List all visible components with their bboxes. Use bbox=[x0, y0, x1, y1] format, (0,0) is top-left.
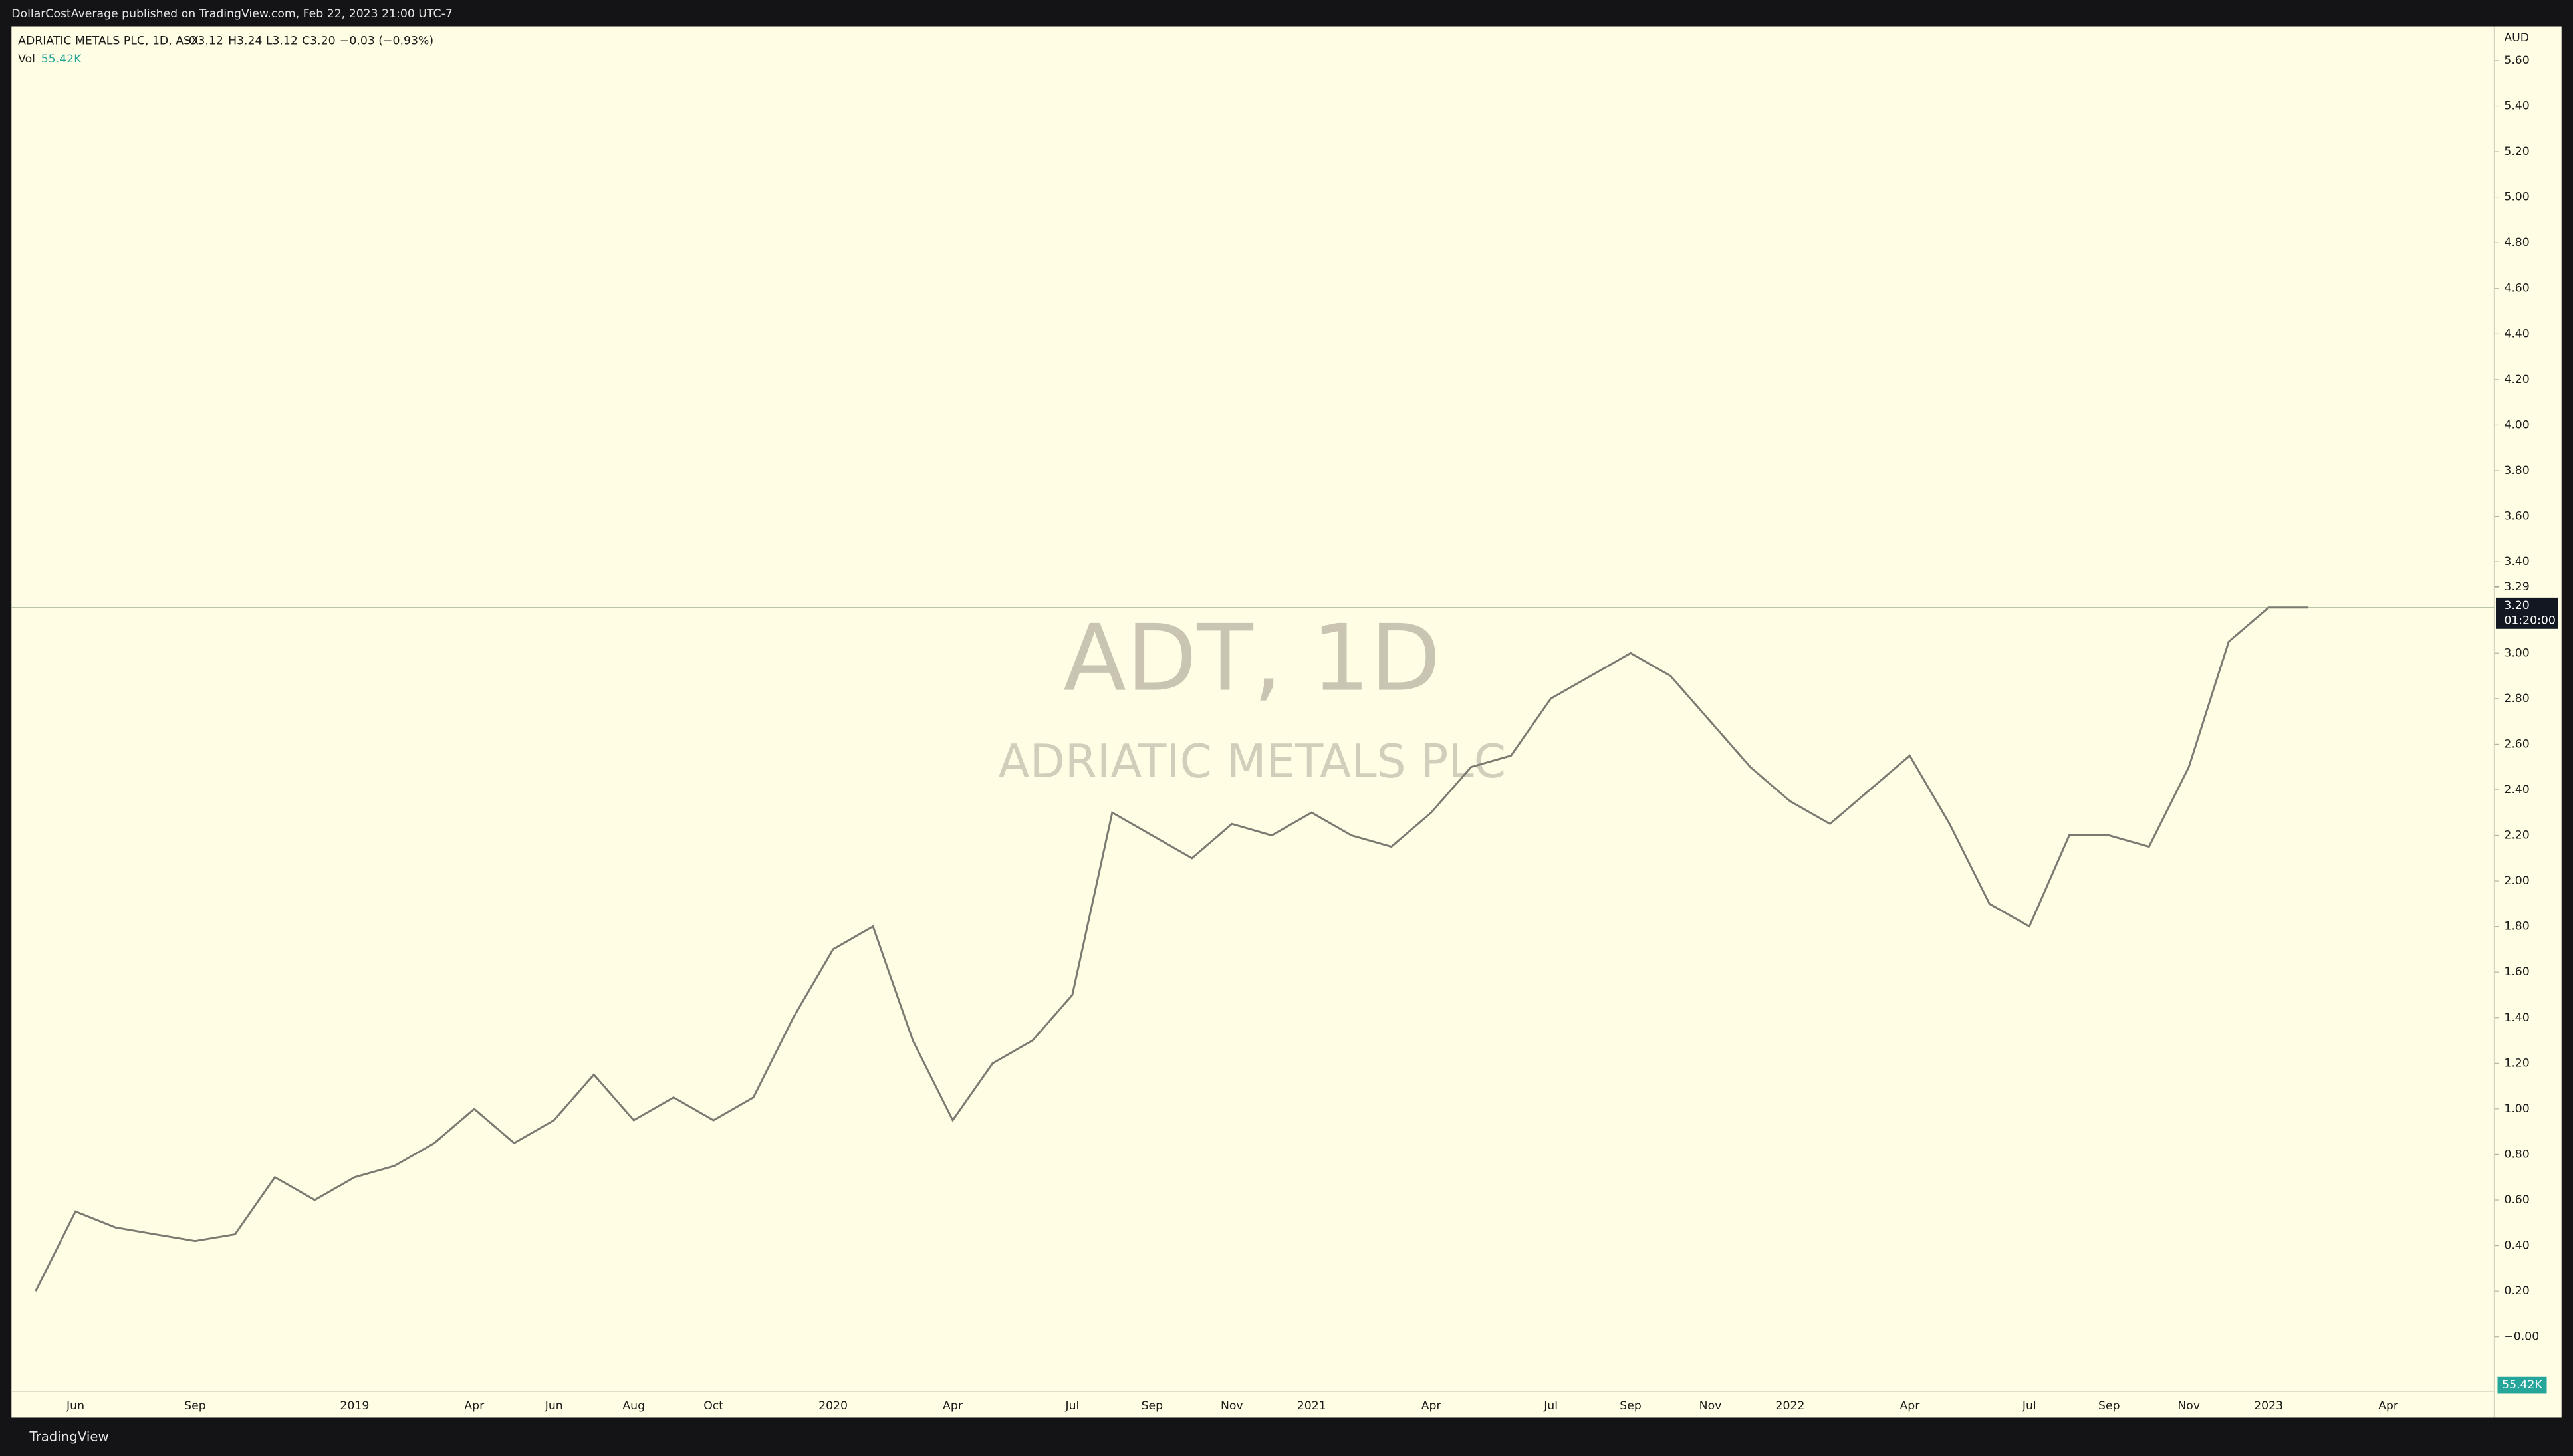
y-tick-label: 2.40 bbox=[2504, 783, 2529, 796]
y-tick-label: 3.40 bbox=[2504, 555, 2529, 568]
y-tick-label: 0.60 bbox=[2504, 1193, 2529, 1207]
x-tick-label: 2021 bbox=[1297, 1399, 1326, 1413]
y-tick-label: 1.20 bbox=[2504, 1056, 2529, 1070]
x-tick-label: 2022 bbox=[1775, 1399, 1804, 1413]
legend-close: C3.20 bbox=[302, 35, 336, 48]
x-tick-label: Aug bbox=[622, 1399, 645, 1413]
y-tick-label: 3.80 bbox=[2504, 464, 2529, 477]
volume-axis-badge bbox=[2497, 1376, 2547, 1394]
x-tick-label: Apr bbox=[943, 1399, 963, 1413]
x-tick-label: Jun bbox=[545, 1399, 563, 1413]
y-tick-label: 4.60 bbox=[2504, 282, 2529, 295]
x-tick-label: Apr bbox=[1899, 1399, 1920, 1413]
marker-price-label: 3.29 bbox=[2504, 580, 2529, 594]
watermark-title: ADT, 1D bbox=[1063, 605, 1441, 712]
x-tick-label: Jul bbox=[2022, 1399, 2036, 1413]
legend-open: O3.12 bbox=[189, 35, 223, 48]
volume-value: 55.42K bbox=[41, 53, 82, 66]
y-tick-label: 2.00 bbox=[2504, 874, 2529, 888]
footer-brand: TradingView bbox=[29, 1429, 108, 1445]
price-line bbox=[35, 606, 2309, 1292]
x-tick-label: Sep bbox=[1142, 1399, 1164, 1413]
x-tick-label: Nov bbox=[1699, 1399, 1722, 1413]
chart-background bbox=[11, 26, 2562, 1418]
legend-symbol: ADRIATIC METALS PLC, 1D, ASX bbox=[18, 35, 199, 48]
volume-label: Vol bbox=[18, 53, 35, 66]
y-tick-label: 1.80 bbox=[2504, 920, 2529, 933]
y-tick-label: 1.60 bbox=[2504, 965, 2529, 979]
x-tick-label: Sep bbox=[1620, 1399, 1642, 1413]
x-tick-label: 2020 bbox=[818, 1399, 848, 1413]
y-tick-label: 1.40 bbox=[2504, 1011, 2529, 1025]
y-tick-label: 4.00 bbox=[2504, 418, 2529, 431]
x-tick-label: Apr bbox=[464, 1399, 485, 1413]
x-tick-label: Jul bbox=[1064, 1399, 1079, 1413]
x-tick-label: Nov bbox=[1221, 1399, 1243, 1413]
watermark-subtitle: ADRIATIC METALS PLC bbox=[998, 735, 1506, 789]
x-tick-label: 2023 bbox=[2254, 1399, 2283, 1413]
x-tick-label: Apr bbox=[2378, 1399, 2399, 1413]
y-tick-label: 2.20 bbox=[2504, 829, 2529, 842]
x-tick-label: Nov bbox=[2177, 1399, 2200, 1413]
y-tick-label: 5.60 bbox=[2504, 54, 2529, 67]
legend-change: −0.03 (−0.93%) bbox=[340, 35, 433, 48]
y-tick-label: 2.80 bbox=[2504, 692, 2529, 705]
y-tick-label: 3.60 bbox=[2504, 510, 2529, 523]
x-tick-label: Oct bbox=[703, 1399, 723, 1413]
y-tick-label: 1.00 bbox=[2504, 1102, 2529, 1116]
y-tick-label: 0.20 bbox=[2504, 1284, 2529, 1298]
x-tick-label: 2019 bbox=[340, 1399, 369, 1413]
last-price-badge bbox=[2495, 597, 2558, 629]
y-tick-label: 5.00 bbox=[2504, 191, 2529, 204]
y-tick-label: 3.00 bbox=[2504, 646, 2529, 660]
x-tick-label: Jun bbox=[66, 1399, 84, 1413]
x-tick-label: Jul bbox=[1543, 1399, 1558, 1413]
x-tick-label: Apr bbox=[1421, 1399, 1442, 1413]
volume-axis-value: 55.42K bbox=[2502, 1378, 2542, 1392]
y-tick-label: 4.20 bbox=[2504, 373, 2529, 386]
y-tick-label: 0.40 bbox=[2504, 1239, 2529, 1253]
y-tick-label: 4.80 bbox=[2504, 236, 2529, 249]
y-tick-label: 5.40 bbox=[2504, 99, 2529, 112]
y-tick-label: 2.60 bbox=[2504, 737, 2529, 751]
legend-low: L3.12 bbox=[266, 35, 298, 48]
y-tick-label: 0.80 bbox=[2504, 1148, 2529, 1161]
legend-high: H3.24 bbox=[228, 35, 262, 48]
x-tick-label: Sep bbox=[2098, 1399, 2120, 1413]
publish-header: DollarCostAverage published on TradingVi… bbox=[11, 7, 453, 21]
countdown: 01:20:00 bbox=[2504, 614, 2556, 627]
last-price-label: 3.20 bbox=[2504, 599, 2529, 612]
x-tick-label: Sep bbox=[184, 1399, 206, 1413]
currency-label: AUD bbox=[2504, 31, 2529, 45]
y-tick-label: 5.20 bbox=[2504, 145, 2529, 158]
y-tick-label: 4.40 bbox=[2504, 327, 2529, 340]
y-tick-label: −0.00 bbox=[2504, 1330, 2539, 1344]
